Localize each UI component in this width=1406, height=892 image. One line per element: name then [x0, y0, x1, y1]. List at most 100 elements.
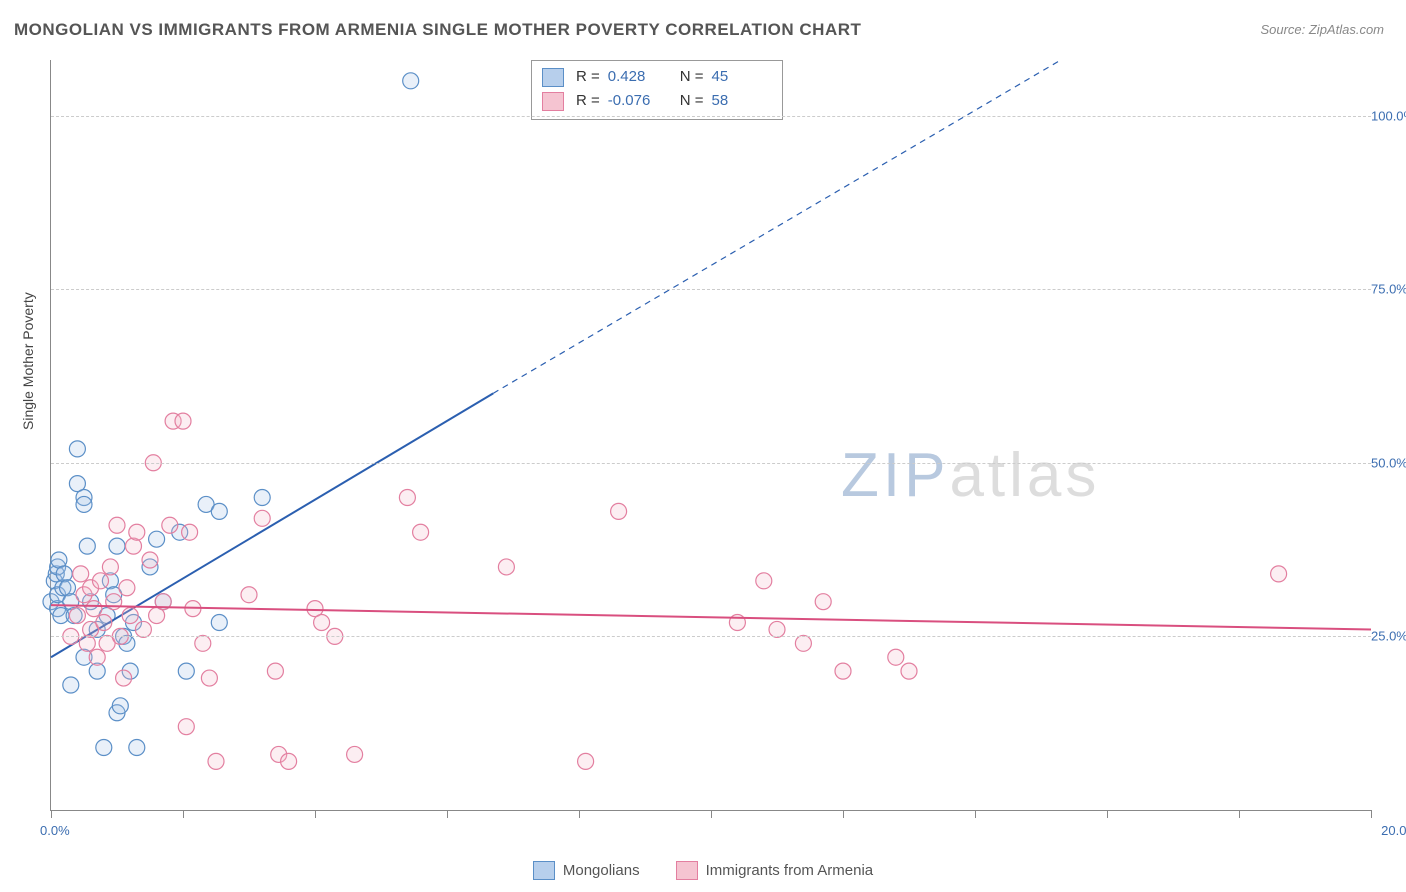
stats-row: R = 0.428 N = 45	[542, 65, 772, 89]
data-point	[208, 753, 224, 769]
x-tick	[1239, 810, 1240, 818]
stats-row: R = -0.076 N = 58	[542, 89, 772, 113]
x-tick	[183, 810, 184, 818]
x-tick	[315, 810, 316, 818]
x-tick	[579, 810, 580, 818]
data-point	[60, 580, 76, 596]
data-point	[178, 663, 194, 679]
x-tick	[975, 810, 976, 818]
source-label: Source: ZipAtlas.com	[1260, 22, 1384, 37]
gridline	[51, 289, 1371, 290]
y-tick-label: 25.0%	[1371, 629, 1406, 644]
data-point	[413, 524, 429, 540]
data-point	[162, 517, 178, 533]
stat-r-label: R =	[576, 65, 600, 89]
data-point	[112, 698, 128, 714]
y-tick-label: 100.0%	[1371, 108, 1406, 123]
data-point	[89, 649, 105, 665]
data-point	[498, 559, 514, 575]
stat-n-value: 45	[712, 65, 772, 89]
data-point	[126, 538, 142, 554]
legend-item: Immigrants from Armenia	[676, 861, 874, 880]
y-tick-label: 75.0%	[1371, 282, 1406, 297]
plot-area: ZIPatlas R = 0.428N = 45R = -0.076N = 58…	[50, 60, 1371, 811]
legend-label: Immigrants from Armenia	[706, 862, 874, 879]
data-point	[281, 753, 297, 769]
data-point	[211, 615, 227, 631]
data-point	[76, 496, 92, 512]
x-tick-max: 20.0%	[1381, 823, 1406, 838]
data-point	[116, 670, 132, 686]
plot-svg	[51, 60, 1371, 810]
chart-title: MONGOLIAN VS IMMIGRANTS FROM ARMENIA SIN…	[14, 20, 861, 40]
data-point	[314, 615, 330, 631]
y-axis-label: Single Mother Poverty	[20, 292, 36, 430]
stat-r-value: -0.076	[608, 89, 668, 113]
data-point	[182, 524, 198, 540]
data-point	[578, 753, 594, 769]
stat-n-label: N =	[680, 65, 704, 89]
data-point	[211, 503, 227, 519]
bottom-legend: Mongolians Immigrants from Armenia	[0, 861, 1406, 884]
stat-n-value: 58	[712, 89, 772, 113]
regression-line	[51, 605, 1371, 629]
data-point	[267, 663, 283, 679]
gridline	[51, 463, 1371, 464]
data-point	[69, 608, 85, 624]
stats-box: R = 0.428 N = 45 R = -0.076 N = 58	[531, 60, 783, 120]
data-point	[347, 746, 363, 762]
y-tick-label: 50.0%	[1371, 455, 1406, 470]
data-point	[96, 615, 112, 631]
data-point	[175, 413, 191, 429]
data-point	[399, 490, 415, 506]
data-point	[756, 573, 772, 589]
data-point	[769, 621, 785, 637]
data-point	[149, 531, 165, 547]
data-point	[63, 677, 79, 693]
gridline	[51, 636, 1371, 637]
x-tick	[1107, 810, 1108, 818]
data-point	[79, 635, 95, 651]
x-tick	[1371, 810, 1372, 818]
x-tick	[843, 810, 844, 818]
legend-swatch	[542, 92, 564, 111]
data-point	[119, 580, 135, 596]
x-tick	[447, 810, 448, 818]
legend-swatch	[533, 861, 555, 880]
stat-r-value: 0.428	[608, 65, 668, 89]
data-point	[102, 559, 118, 575]
legend-swatch	[542, 68, 564, 87]
data-point	[129, 524, 145, 540]
data-point	[142, 552, 158, 568]
data-point	[86, 601, 102, 617]
data-point	[795, 635, 811, 651]
data-point	[835, 663, 851, 679]
data-point	[241, 587, 257, 603]
stat-n-label: N =	[680, 89, 704, 113]
data-point	[69, 441, 85, 457]
data-point	[93, 573, 109, 589]
data-point	[195, 635, 211, 651]
legend-swatch	[676, 861, 698, 880]
data-point	[815, 594, 831, 610]
data-point	[1271, 566, 1287, 582]
legend-item: Mongolians	[533, 861, 640, 880]
data-point	[109, 517, 125, 533]
x-tick-min: 0.0%	[40, 823, 70, 838]
data-point	[201, 670, 217, 686]
data-point	[254, 490, 270, 506]
data-point	[109, 538, 125, 554]
data-point	[254, 510, 270, 526]
data-point	[129, 740, 145, 756]
data-point	[901, 663, 917, 679]
data-point	[403, 73, 419, 89]
data-point	[73, 566, 89, 582]
data-point	[135, 621, 151, 637]
data-point	[611, 503, 627, 519]
data-point	[56, 566, 72, 582]
stat-r-label: R =	[576, 89, 600, 113]
data-point	[79, 538, 95, 554]
x-tick	[51, 810, 52, 818]
data-point	[178, 719, 194, 735]
legend-label: Mongolians	[563, 862, 640, 879]
